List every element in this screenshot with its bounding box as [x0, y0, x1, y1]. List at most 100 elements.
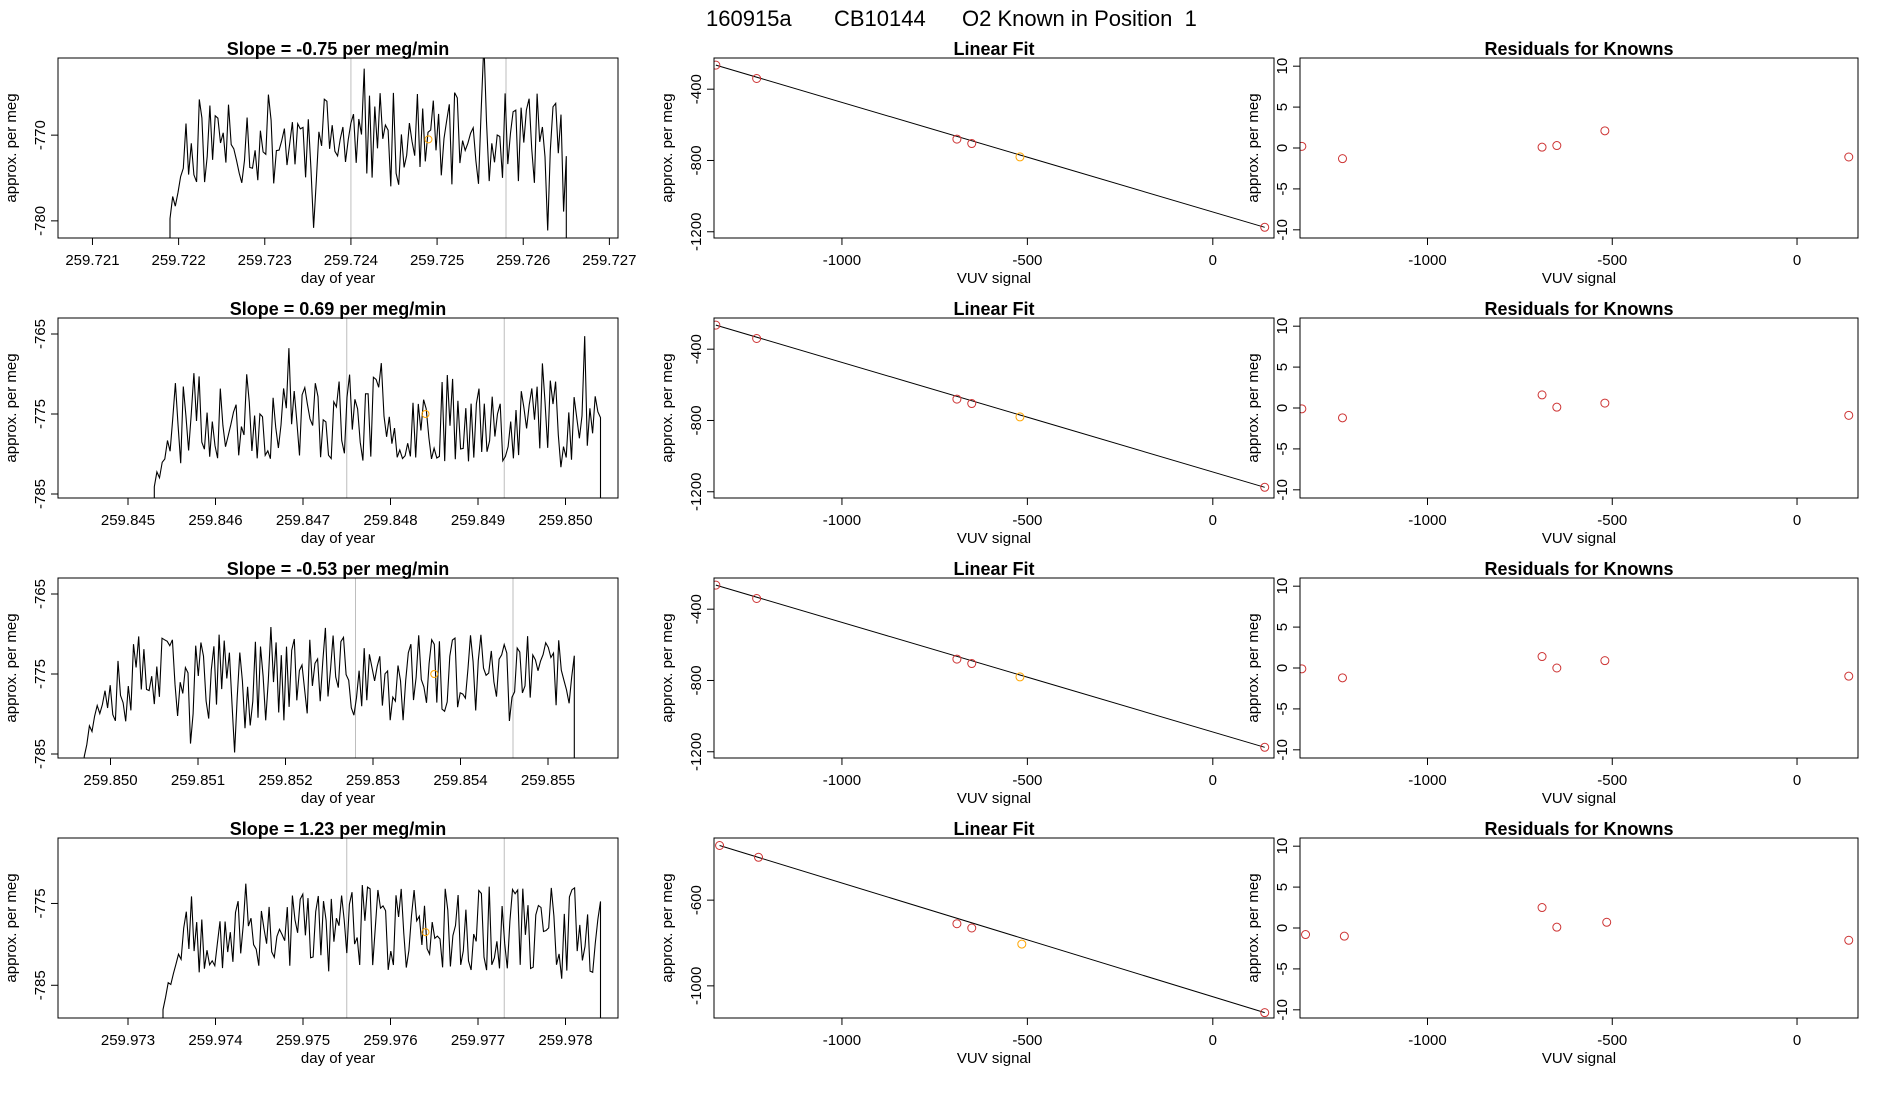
data-point: [1552, 922, 1562, 932]
data-point: [952, 654, 962, 664]
plot-frame: [1299, 57, 1859, 239]
data-point: [1260, 1008, 1270, 1018]
plot-frame: [1299, 317, 1859, 499]
data-point: [1552, 402, 1562, 412]
time-series-panel-row-1: Slope = -0.75 per meg/min 259.721 259.722 2…: [3, 39, 637, 287]
plot-area: [1301, 903, 1854, 945]
y-tick-label: -1200: [688, 213, 705, 251]
plot-frame: [713, 317, 1275, 499]
residuals-panel-row-3: Residuals for Knowns -1000 -500 0 10 5 0 -5 -10 V…: [1245, 559, 1859, 807]
data-point: [1337, 154, 1347, 164]
data-point: [967, 923, 977, 933]
residuals-panel-row-1: Residuals for Knowns -1000 -500 0 10 5 0 -5 -10 V…: [1245, 39, 1859, 287]
x-tick-label: 259.723: [238, 252, 292, 269]
data-point: [967, 399, 977, 409]
panel-title: Slope = 1.23 per meg/min: [230, 819, 447, 839]
fit-line: [715, 324, 1265, 488]
x-tick-label: 0: [1209, 512, 1217, 529]
data-point: [1337, 673, 1347, 683]
panel-title: Residuals for Knowns: [1484, 559, 1673, 579]
y-tick-label: -400: [688, 334, 705, 364]
y-tick-label: -775: [32, 399, 49, 429]
plot-area: [83, 578, 575, 758]
time-series-panel-row-3: Slope = -0.53 per meg/min 259.850 259.851 2…: [3, 559, 619, 807]
data-point: [1552, 663, 1562, 673]
data-point: [952, 394, 962, 404]
y-tick-label: 5: [1274, 883, 1291, 891]
plot-frame: [1299, 577, 1859, 759]
residuals-panel-row-4: Residuals for Knowns -1000 -500 0 10 5 0 -5 -10 V…: [1245, 819, 1859, 1067]
time-series-trace: [162, 883, 602, 1018]
panel-title: Residuals for Knowns: [1484, 39, 1673, 59]
y-tick-label: -400: [688, 594, 705, 624]
y-tick-label: -785: [32, 970, 49, 1000]
plot-area: [1300, 126, 1854, 164]
panel-title: Residuals for Knowns: [1484, 299, 1673, 319]
x-axis-label: VUV signal: [1542, 790, 1616, 807]
data-point: [952, 134, 962, 144]
plot-frame: [57, 837, 619, 1019]
x-tick-label: -1000: [823, 252, 861, 269]
time-series-panel-row-2: Slope = 0.69 per meg/min 259.845 259.846 25…: [3, 299, 619, 547]
x-axis-label: VUV signal: [1542, 530, 1616, 547]
y-tick-label: -10: [1274, 739, 1291, 761]
x-tick-label: 259.722: [151, 252, 205, 269]
y-tick-label: -765: [32, 579, 49, 609]
data-point: [752, 593, 762, 603]
x-tick-label: -500: [1012, 1032, 1042, 1049]
y-tick-label: -785: [32, 739, 49, 769]
y-tick-label: -770: [32, 120, 49, 150]
data-point: [1260, 742, 1270, 752]
data-point: [1537, 390, 1547, 400]
linear-fit-panel-row-4: Linear Fit -1000 -500 0 -600 -1000 VUV signal a…: [659, 819, 1275, 1067]
plot-area: [1300, 390, 1854, 423]
y-tick-label: -1000: [688, 967, 705, 1005]
x-axis-label: VUV signal: [957, 270, 1031, 287]
y-axis-label: approx. per meg: [659, 873, 676, 982]
x-tick-label: -500: [1597, 1032, 1627, 1049]
data-point: [752, 73, 762, 83]
data-point: [1844, 671, 1854, 681]
data-point: [714, 320, 721, 330]
x-tick-label: 259.850: [538, 512, 592, 529]
mean-point-marker: [421, 928, 430, 937]
x-axis-label: day of year: [301, 270, 375, 287]
y-tick-label: 5: [1274, 363, 1291, 371]
data-point: [1301, 930, 1311, 940]
x-tick-label: -1000: [1408, 252, 1446, 269]
x-tick-label: -500: [1597, 772, 1627, 789]
data-point: [1600, 656, 1610, 666]
data-point: [714, 60, 721, 70]
x-tick-label: -1000: [1408, 1032, 1446, 1049]
x-tick-label: 259.724: [324, 252, 378, 269]
panel-title: Linear Fit: [953, 39, 1034, 59]
y-tick-label: -600: [688, 885, 705, 915]
y-tick-label: -5: [1274, 702, 1291, 715]
y-tick-label: 0: [1274, 144, 1291, 152]
panel-title: Slope = -0.53 per meg/min: [227, 559, 450, 579]
panel-title: Residuals for Knowns: [1484, 819, 1673, 839]
x-tick-label: 259.978: [538, 1032, 592, 1049]
plot-area: [714, 580, 1270, 752]
y-tick-label: 5: [1274, 103, 1291, 111]
highlighted-point: [1017, 939, 1027, 949]
data-point: [1844, 152, 1854, 162]
plot-frame: [713, 837, 1275, 1019]
x-tick-label: 0: [1793, 772, 1801, 789]
x-tick-label: -1000: [823, 512, 861, 529]
highlighted-point: [1015, 412, 1025, 422]
data-point: [1600, 398, 1610, 408]
y-tick-label: -10: [1274, 479, 1291, 501]
time-series-trace: [153, 336, 602, 498]
plot-frame: [57, 577, 619, 759]
plot-area: [1300, 652, 1854, 683]
mean-point-marker: [430, 670, 439, 678]
y-axis-label: approx. per meg: [1245, 873, 1262, 982]
plot-area: [153, 318, 602, 498]
tank-id: CB10144: [834, 6, 926, 31]
x-tick-label: 259.846: [188, 512, 242, 529]
y-tick-label: 10: [1274, 578, 1291, 595]
x-tick-label: 0: [1793, 1032, 1801, 1049]
x-tick-label: -500: [1597, 512, 1627, 529]
y-tick-label: -780: [32, 206, 49, 236]
